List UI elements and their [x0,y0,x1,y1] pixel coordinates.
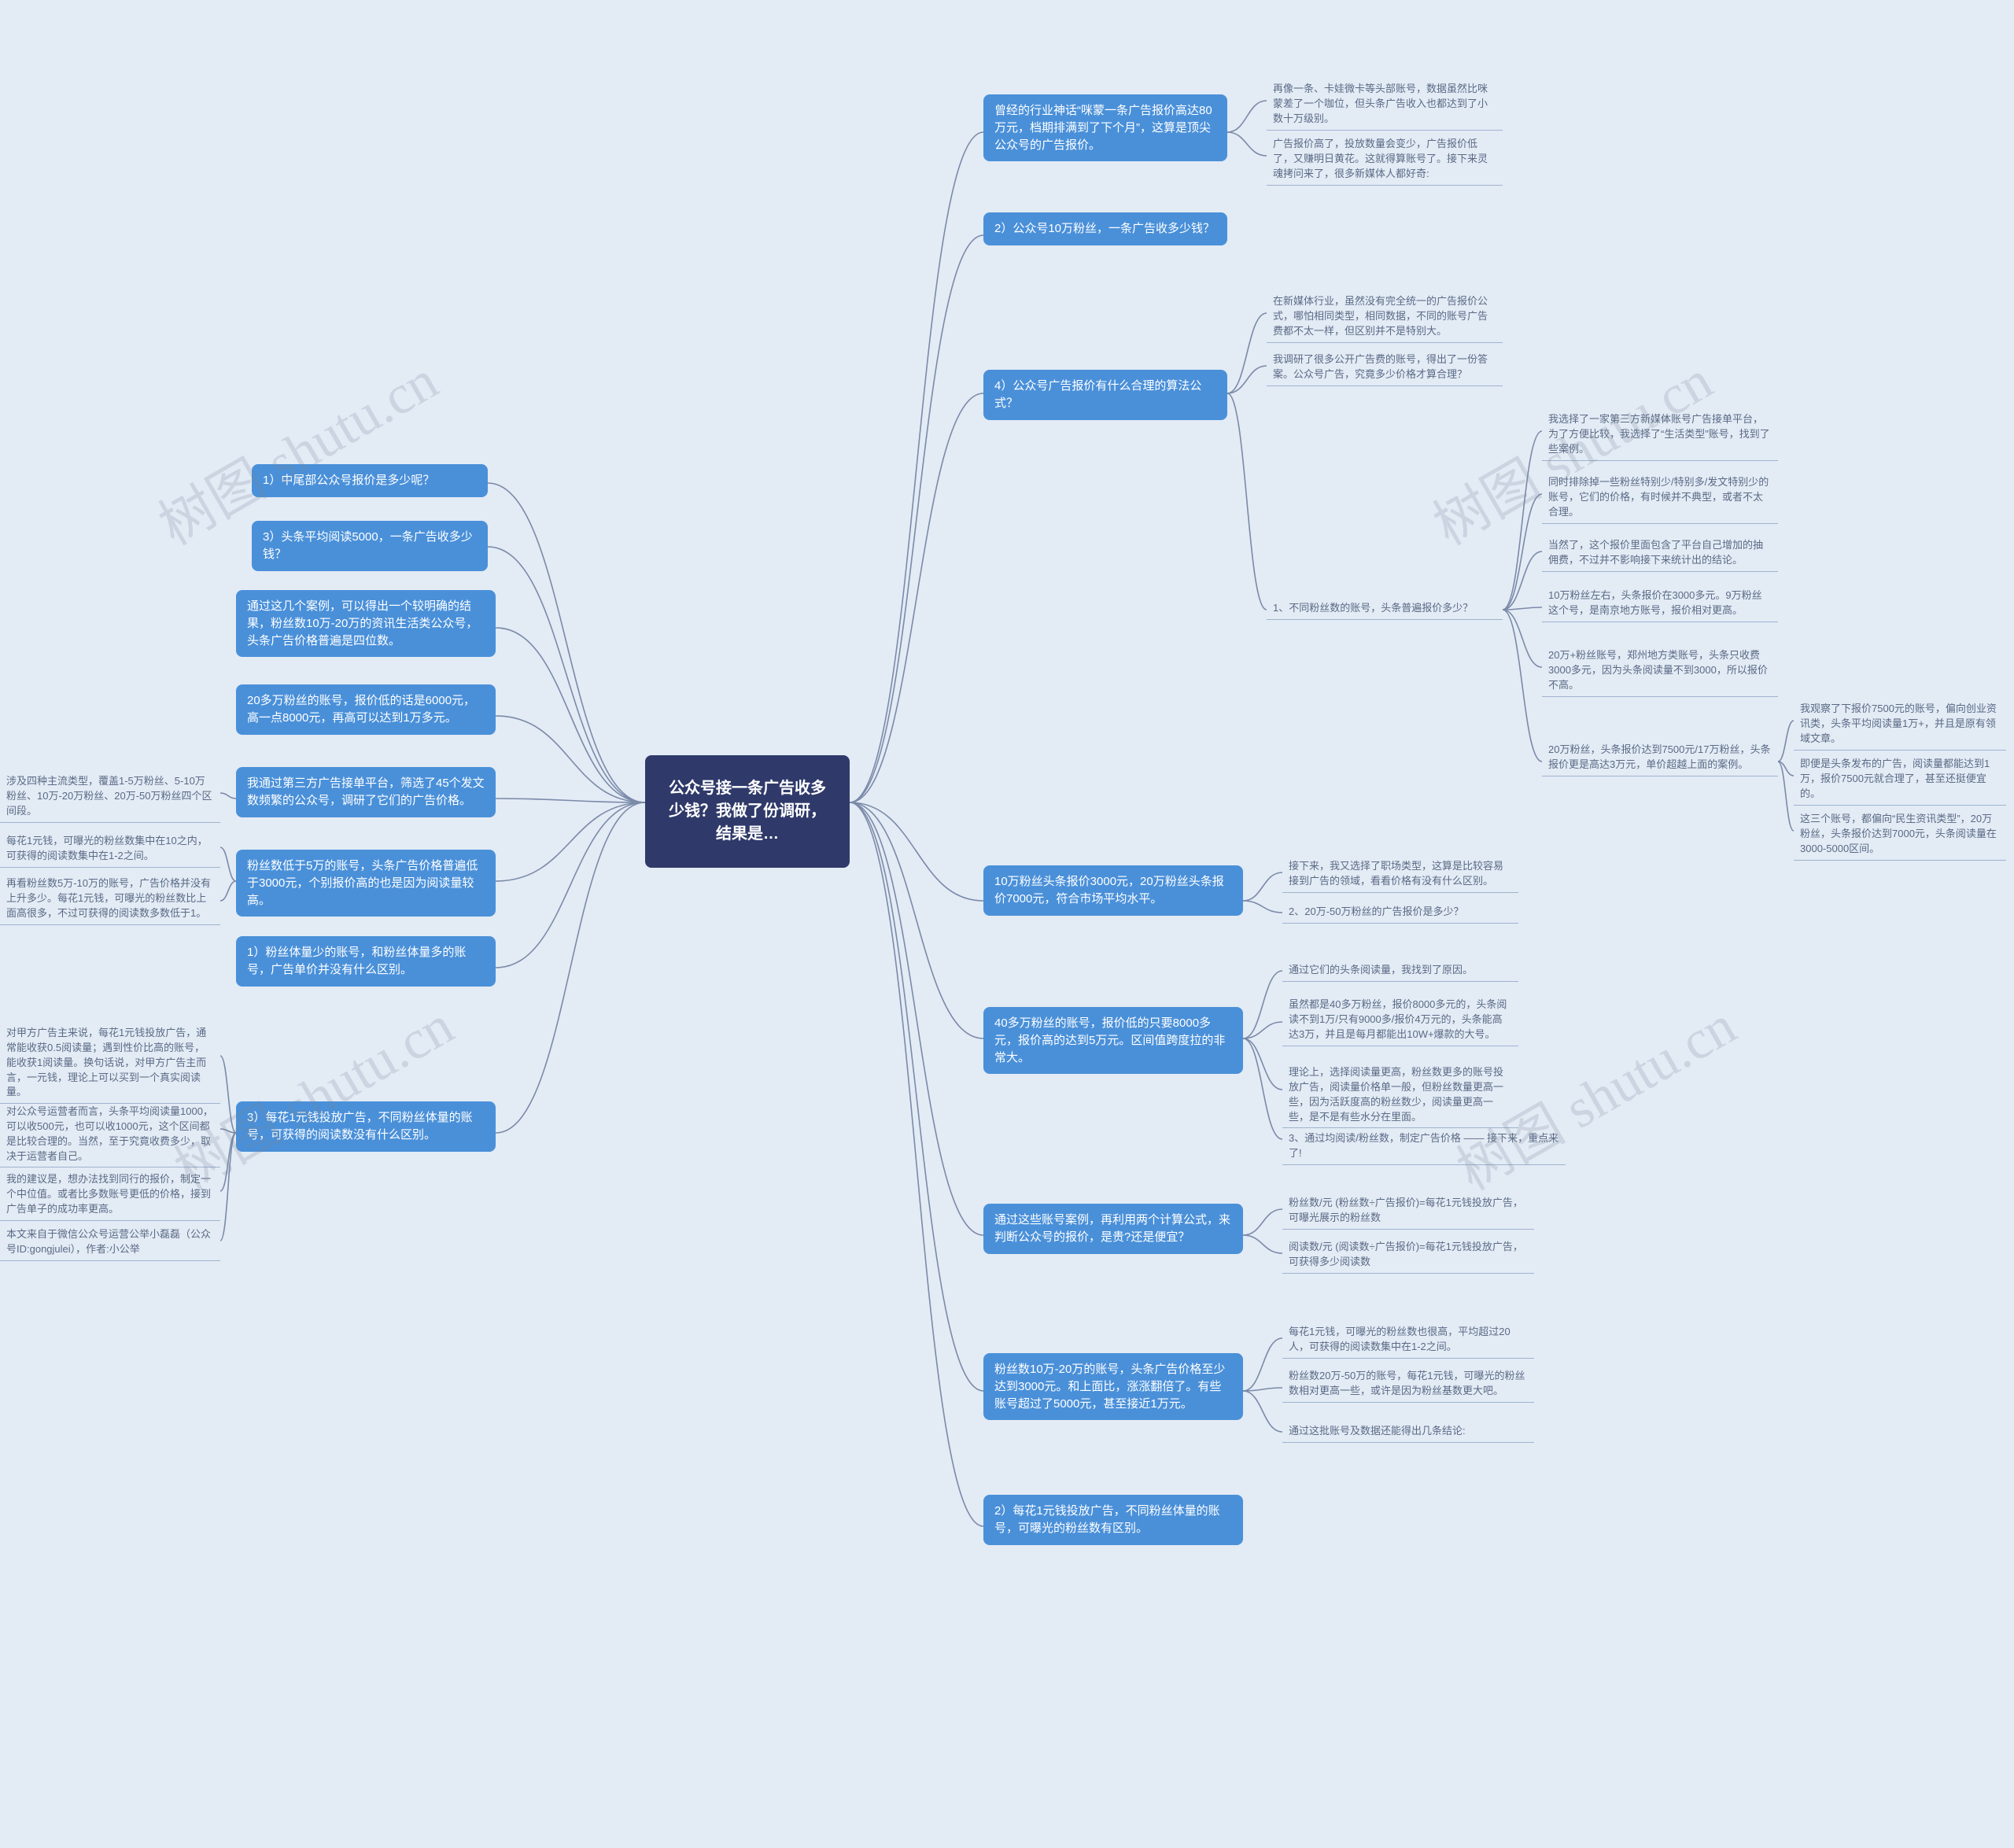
edge [1227,132,1267,156]
edge [1503,610,1542,667]
edge [1227,393,1267,610]
leaf-node: 10万粉丝左右，头条报价在3000多元。9万粉丝这个号，是南京地方账号，报价相对… [1542,585,1778,622]
edge-layer [0,0,2014,1848]
edge [1778,721,1794,762]
edge [220,881,236,901]
leaf-node: 粉丝数20万-50万的账号，每花1元钱，可曝光的粉丝数相对更高一些，或许是因为粉… [1282,1366,1534,1403]
leaf-node: 同时排除掉一些粉丝特别少/特别多/发文特别少的账号，它们的价格，有时候并不典型，… [1542,472,1778,524]
leaf-node: 再像一条、卡娃微卡等头部账号，数据虽然比咪蒙差了一个咖位，但头条广告收入也都达到… [1267,79,1503,131]
topic-node: 粉丝数10万-20万的账号，头条广告价格至少达到3000元。和上面比，涨涨翻倍了… [983,1353,1243,1420]
leaf-node: 再看粉丝数5万-10万的账号，广告价格并没有上升多少。每花1元钱，可曝光的粉丝数… [0,873,220,925]
edge [488,547,645,802]
leaf-node: 阅读数/元 (阅读数÷广告报价)=每花1元钱投放广告，可获得多少阅读数 [1282,1237,1534,1274]
edge [1243,1235,1282,1253]
edge [1503,551,1542,610]
edge [220,1133,236,1191]
edge [1503,610,1542,762]
topic-node: 1）中尾部公众号报价是多少呢？ [252,464,488,497]
topic-node: 通过这几个案例，可以得出一个较明确的结果，粉丝数10万-20万的资讯生活类公众号… [236,590,496,657]
edge [850,132,983,802]
edge [1243,1038,1282,1090]
edge [496,799,645,802]
topic-node: 10万粉丝头条报价3000元，20万粉丝头条报价7000元，符合市场平均水平。 [983,865,1243,916]
edge [1778,762,1794,776]
leaf-node: 我调研了很多公开广告费的账号，得出了一份答案。公众号广告，究竟多少价格才算合理？ [1267,349,1503,386]
edge [496,802,645,881]
edge [220,1133,236,1241]
edge [496,628,645,802]
topic-node: 4）公众号广告报价有什么合理的算法公式？ [983,370,1227,420]
leaf-node: 我选择了一家第三方新媒体账号广告接单平台，为了方便比较，我选择了“生活类型”账号… [1542,409,1778,461]
center-node: 公众号接一条广告收多少钱？我做了份调研，结果是… [645,755,850,868]
edge [220,1129,236,1133]
leaf-node: 通过它们的头条阅读量，我找到了原因。 [1282,960,1518,982]
topic-node: 我通过第三方广告接单平台，筛选了45个发文数频繁的公众号，调研了它们的广告价格。 [236,767,496,817]
edge [1227,313,1267,393]
topic-node: 曾经的行业神话“咪蒙一条广告报价高达80万元，档期排满到了下个月”，这算是顶尖公… [983,94,1227,161]
leaf-node: 每花1元钱，可曝光的粉丝数也很高，平均超过20人，可获得的阅读数集中在1-2之间… [1282,1322,1534,1359]
edge [850,802,983,901]
edge [1243,1391,1282,1432]
edge [1243,901,1282,913]
edge [850,235,983,802]
edge [850,802,983,1391]
leaf-node: 通过这批账号及数据还能得出几条结论: [1282,1421,1534,1443]
leaf-node: 理论上，选择阅读量更高，粉丝数更多的账号投放广告，阅读量价格单一般，但粉丝数量更… [1282,1062,1518,1128]
leaf-node: 在新媒体行业，虽然没有完全统一的广告报价公式，哪怕相同类型，相同数据，不同的账号… [1267,291,1503,343]
edge [1243,1209,1282,1235]
edge [1503,494,1542,610]
edge [850,393,983,802]
edge [220,847,236,881]
leaf-node: 每花1元钱，可曝光的粉丝数集中在10之内，可获得的阅读数集中在1-2之间。 [0,831,220,868]
edge [1243,1022,1282,1038]
leaf-node: 当然了，这个报价里面包含了平台自己增加的抽佣费，不过并不影响接下来统计出的结论。 [1542,535,1778,572]
edge [496,716,645,802]
leaf-node: 广告报价高了，投放数量会变少，广告报价低了，又赚明日黄花。这就得算账号了。接下来… [1267,134,1503,186]
edge [1227,366,1267,393]
leaf-node: 虽然都是40多万粉丝，报价8000多元的，头条阅读不到1万/只有9000多/报价… [1282,994,1518,1046]
topic-node: 20多万粉丝的账号，报价低的话是6000元，高一点8000元，再高可以达到1万多… [236,684,496,735]
edge [1227,101,1267,132]
leaf-node: 即便是头条发布的广告，阅读量都能达到1万，报价7500元就合理了，甚至还挺便宜的… [1794,754,2006,806]
edge [1243,1388,1282,1391]
edge [1778,762,1794,831]
edge [1243,872,1282,901]
edge [488,483,645,802]
leaf-node: 我观察了下报价7500元的账号，偏向创业资讯类，头条平均阅读量1万+，并且是原有… [1794,699,2006,751]
edge [220,1056,236,1133]
edge [496,802,645,1133]
leaf-node: 粉丝数/元 (粉丝数÷广告报价)=每花1元钱投放广告，可曝光展示的粉丝数 [1282,1193,1534,1230]
topic-node: 1）粉丝体量少的账号，和粉丝体量多的账号，广告单价并没有什么区别。 [236,936,496,987]
leaf-node: 接下来，我又选择了职场类型，这算是比较容易接到广告的领域，看看价格有没有什么区别… [1282,856,1518,893]
leaf-node: 涉及四种主流类型，覆盖1-5万粉丝、5-10万粉丝、10万-20万粉丝、20万-… [0,771,220,823]
topic-node: 通过这些账号案例，再利用两个计算公式，来判断公众号的报价，是贵?还是便宜？ [983,1204,1243,1254]
topic-node: 粉丝数低于5万的账号，头条广告价格普遍低于3000元，个别报价高的也是因为阅读量… [236,850,496,917]
edge [850,802,983,1526]
leaf-node: 这三个账号，都偏向“民生资讯类型”，20万粉丝，头条报价达到7000元，头条阅读… [1794,809,2006,861]
leaf-node: 对公众号运营者而言，头条平均阅读量1000，可以收500元，也可以收1000元，… [0,1101,220,1167]
edge [850,802,983,1038]
leaf-node: 对甲方广告主来说，每花1元钱投放广告，通常能收获0.5阅读量；遇到性价比高的账号… [0,1023,220,1104]
edge [220,793,236,799]
edge [1503,431,1542,610]
topic-node: 3）头条平均阅读5000，一条广告收多少钱？ [252,521,488,571]
leaf-node: 20万+粉丝账号，郑州地方类账号，头条只收费3000多元，因为头条阅读量不到30… [1542,645,1778,697]
leaf-node: 20万粉丝，头条报价达到7500元/17万粉丝，头条报价更是高达3万元，单价超越… [1542,740,1778,776]
leaf-node: 3、通过均阅读/粉丝数，制定广告价格 —— 接下来，重点来了! [1282,1128,1566,1165]
edge [1243,1038,1282,1139]
edge [496,802,645,968]
leaf-node: 2、20万-50万粉丝的广告报价是多少？ [1282,902,1518,924]
edge [1243,1338,1282,1391]
edge [1503,607,1542,610]
topic-node: 2）每花1元钱投放广告，不同粉丝体量的账号，可曝光的粉丝数有区别。 [983,1495,1243,1545]
edge [1243,971,1282,1038]
topic-node: 40多万粉丝的账号，报价低的只要8000多元，报价高的达到5万元。区间值跨度拉的… [983,1007,1243,1074]
topic-node: 3）每花1元钱投放广告，不同粉丝体量的账号，可获得的阅读数没有什么区别。 [236,1101,496,1152]
leaf-node: 1、不同粉丝数的账号，头条普遍报价多少？ [1267,598,1503,620]
leaf-node: 我的建议是，想办法找到同行的报价，制定一个中位值。或者比多数账号更低的价格，接到… [0,1169,220,1221]
topic-node: 2）公众号10万粉丝，一条广告收多少钱？ [983,212,1227,245]
leaf-node: 本文来自于微信公众号运营公举小磊磊（公众号ID:gongjulei），作者:小公… [0,1224,220,1261]
edge [850,802,983,1235]
